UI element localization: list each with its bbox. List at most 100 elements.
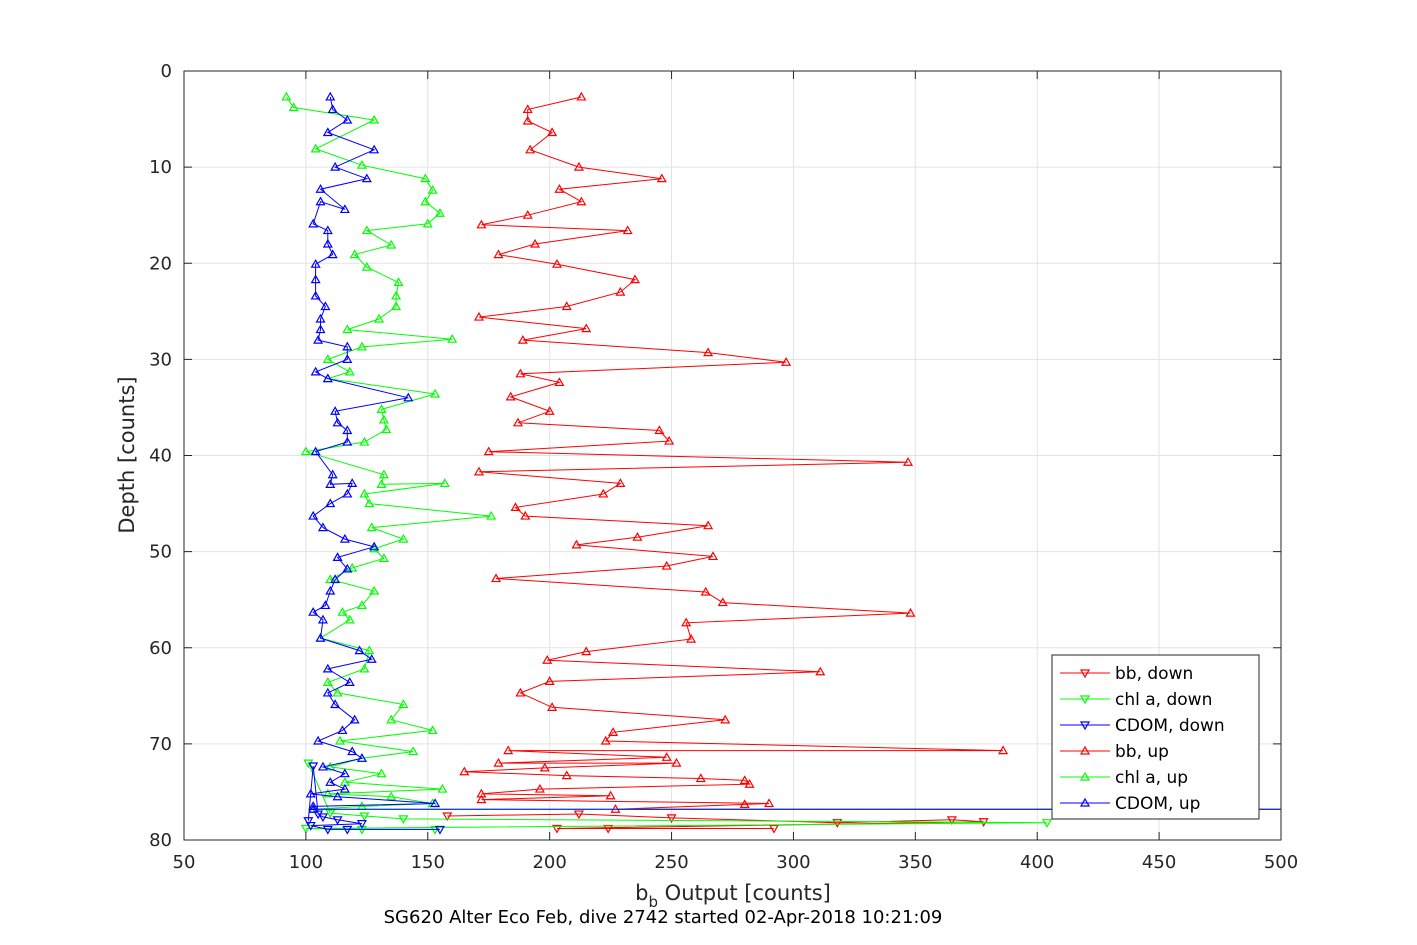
data-point-cdom-down <box>305 821 316 831</box>
data-point-chl-a-up <box>334 735 346 745</box>
data-point-bb-down <box>442 812 453 822</box>
data-point-cdom-up <box>322 373 333 383</box>
data-point-bb-up <box>510 502 521 512</box>
data-point-cdom-up <box>342 114 353 124</box>
data-point-bb-up <box>522 209 533 219</box>
data-point-cdom-up <box>337 725 348 735</box>
caption: SG620 Alter Eco Feb, dive 2742 started 0… <box>384 907 943 928</box>
series-bb-down <box>442 810 989 834</box>
data-point-chl-a-up <box>359 488 370 498</box>
data-point-cdom-up <box>330 161 341 171</box>
data-point-chl-a-up <box>342 324 353 334</box>
data-point-chl-a-up <box>322 677 333 686</box>
data-point-cdom-down <box>356 820 367 829</box>
data-point-chl-a-up <box>349 249 360 259</box>
data-point-bb-up <box>608 727 619 736</box>
data-point-bb-up <box>544 406 555 415</box>
data-point-cdom-up <box>310 259 321 268</box>
legend-label: CDOM, up <box>1115 794 1200 814</box>
data-point-bb-up <box>554 377 565 387</box>
data-point-bb-up <box>576 91 587 101</box>
data-point-chl-a-up <box>373 313 385 323</box>
legend-label: chl a, up <box>1115 768 1188 788</box>
data-point-cdom-up <box>332 552 343 561</box>
data-point-chl-a-up <box>281 91 292 101</box>
data-point-cdom-up <box>320 301 331 311</box>
series-layer <box>281 91 1383 835</box>
data-point-chl-a-up <box>1375 805 1383 812</box>
data-point-cdom-down <box>342 825 353 835</box>
data-point-chl-a-up <box>325 761 336 771</box>
data-point-cdom-up <box>339 533 350 543</box>
data-point-cdom-up <box>325 91 336 101</box>
data-point-cdom-up <box>310 446 321 456</box>
data-point-chl-a-up <box>344 614 355 624</box>
y-tick-label: 40 <box>149 446 172 467</box>
data-point-chl-a-up <box>381 424 392 434</box>
data-point-bb-up <box>686 633 697 643</box>
data-point-bb-up <box>483 446 494 456</box>
data-point-chl-a-down <box>359 812 370 822</box>
data-point-bb-up <box>503 745 514 755</box>
data-point-chl-a-down <box>430 825 441 835</box>
data-point-bb-up <box>459 766 470 776</box>
data-point-bb-up <box>530 238 541 248</box>
data-point-bb-up <box>491 573 502 583</box>
data-point-bb-up <box>493 249 504 259</box>
x-tick-label: 150 <box>411 852 445 873</box>
data-point-cdom-up <box>349 714 360 724</box>
data-point-cdom-up <box>305 788 316 798</box>
data-point-chl-a-up <box>398 699 409 709</box>
series-bb-up <box>459 91 1383 813</box>
data-point-cdom-up <box>327 469 338 479</box>
y-axis: 0 10 20 30 40 50 60 70 80 <box>149 61 1281 851</box>
data-point-chl-a-up <box>434 208 446 217</box>
data-point-bb-up <box>661 560 672 570</box>
data-point-bb-up <box>525 144 536 154</box>
data-point-chl-a-up <box>378 469 389 479</box>
data-point-bb-up <box>544 676 555 685</box>
data-point-chl-a-up <box>361 225 372 235</box>
legend-label: CDOM, down <box>1115 716 1225 736</box>
legend-swatch-marker <box>1079 745 1091 755</box>
legend-item-cdom-down: CDOM, down <box>1060 716 1225 736</box>
data-point-cdom-up <box>308 606 319 616</box>
data-point-bb-up <box>554 184 565 193</box>
data-point-cdom-up <box>369 144 380 154</box>
data-point-cdom-up <box>322 127 333 137</box>
data-point-cdom-up <box>322 687 333 697</box>
data-point-chl-a-up <box>447 333 458 343</box>
x-tick-label: 200 <box>532 852 566 873</box>
data-point-cdom-up <box>322 238 333 248</box>
data-point-bb-up <box>615 478 626 487</box>
data-point-bb-down <box>603 824 614 834</box>
data-point-cdom-up <box>332 791 343 801</box>
y-tick-label: 30 <box>149 349 172 370</box>
data-point-bb-up <box>551 259 563 268</box>
data-point-bb-up <box>739 775 750 785</box>
data-point-chl-a-up <box>322 788 333 798</box>
data-point-cdom-down <box>332 816 343 826</box>
x-tick-label: 250 <box>654 852 688 873</box>
data-point-cdom-up <box>327 249 338 259</box>
data-point-cdom-up <box>310 366 321 376</box>
legend-swatch-marker <box>1079 695 1091 705</box>
data-point-chl-a-up <box>364 645 375 655</box>
data-point-bb-up <box>622 225 633 235</box>
data-point-chl-a-up <box>359 436 370 446</box>
data-point-bb-up <box>815 666 826 676</box>
data-point-bb-up <box>902 457 914 466</box>
data-point-chl-a-up <box>359 663 370 673</box>
data-point-cdom-up <box>325 498 336 508</box>
data-point-bb-up <box>681 617 692 627</box>
data-point-cdom-up <box>369 541 380 551</box>
x-tick-label: 100 <box>289 852 323 873</box>
data-point-bb-down <box>551 824 563 834</box>
data-point-cdom-up <box>330 406 341 415</box>
data-point-cdom-up <box>342 488 353 498</box>
data-point-cdom-down <box>317 813 328 823</box>
data-point-chl-a-up <box>391 301 402 311</box>
data-point-bb-up <box>1375 805 1383 812</box>
legend-swatch-marker <box>1079 721 1091 731</box>
